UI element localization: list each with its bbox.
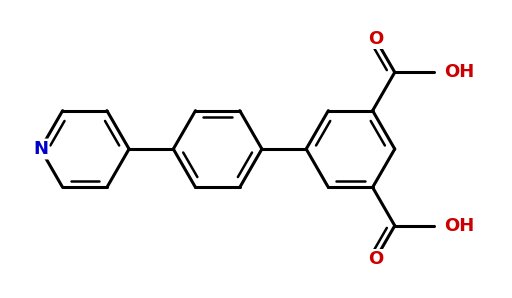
Text: OH: OH	[444, 217, 475, 235]
Text: OH: OH	[444, 63, 475, 81]
Text: N: N	[33, 140, 48, 158]
Text: O: O	[368, 250, 383, 268]
Text: O: O	[368, 30, 383, 48]
